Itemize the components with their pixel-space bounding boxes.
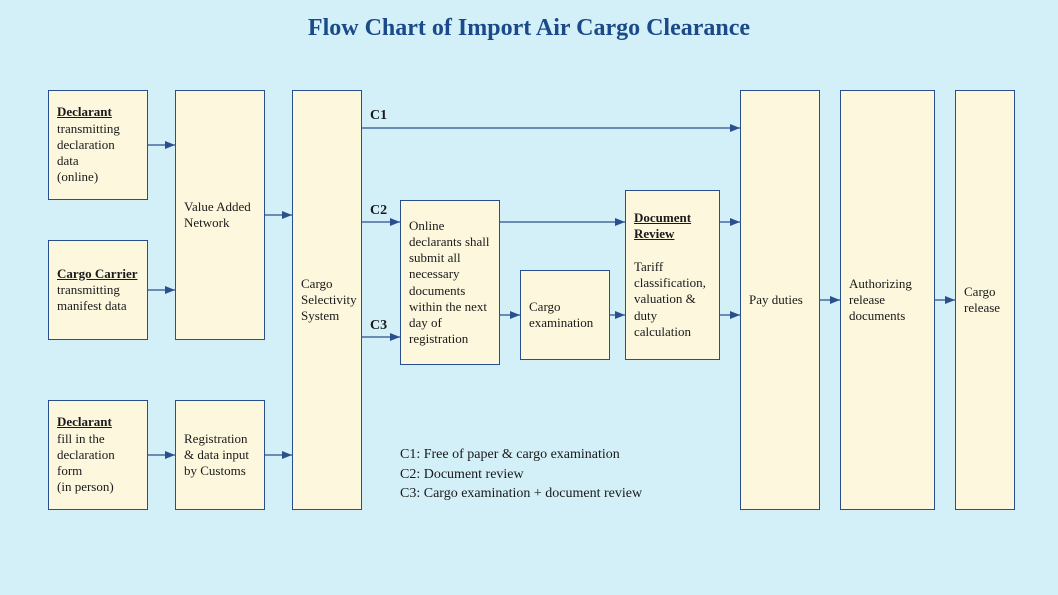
node-pay-duties: Pay duties xyxy=(740,90,820,510)
node-declarant-person: Declarantfill in the declaration form(in… xyxy=(48,400,148,510)
page-title: Flow Chart of Import Air Cargo Clearance xyxy=(0,15,1058,42)
channel-label-c2: C2 xyxy=(370,203,387,219)
node-registration: Registration & data input by Customs xyxy=(175,400,265,510)
node-doc-review: Document ReviewTariff classification, va… xyxy=(625,190,720,360)
node-cargo-carrier: Cargo Carriertransmitting manifest data xyxy=(48,240,148,340)
legend: C1: Free of paper & cargo examinationC2:… xyxy=(400,445,642,504)
node-authorizing: Authorizing release documents xyxy=(840,90,935,510)
node-selectivity: Cargo Selectivity System xyxy=(292,90,362,510)
node-cargo-exam: Cargo examination xyxy=(520,270,610,360)
node-online-docs: Online declarants shall submit all neces… xyxy=(400,200,500,365)
channel-label-c1: C1 xyxy=(370,108,387,124)
node-cargo-release: Cargo release xyxy=(955,90,1015,510)
node-van: Value Added Network xyxy=(175,90,265,340)
channel-label-c3: C3 xyxy=(370,318,387,334)
node-declarant-online: Declaranttransmitting declaration data(o… xyxy=(48,90,148,200)
